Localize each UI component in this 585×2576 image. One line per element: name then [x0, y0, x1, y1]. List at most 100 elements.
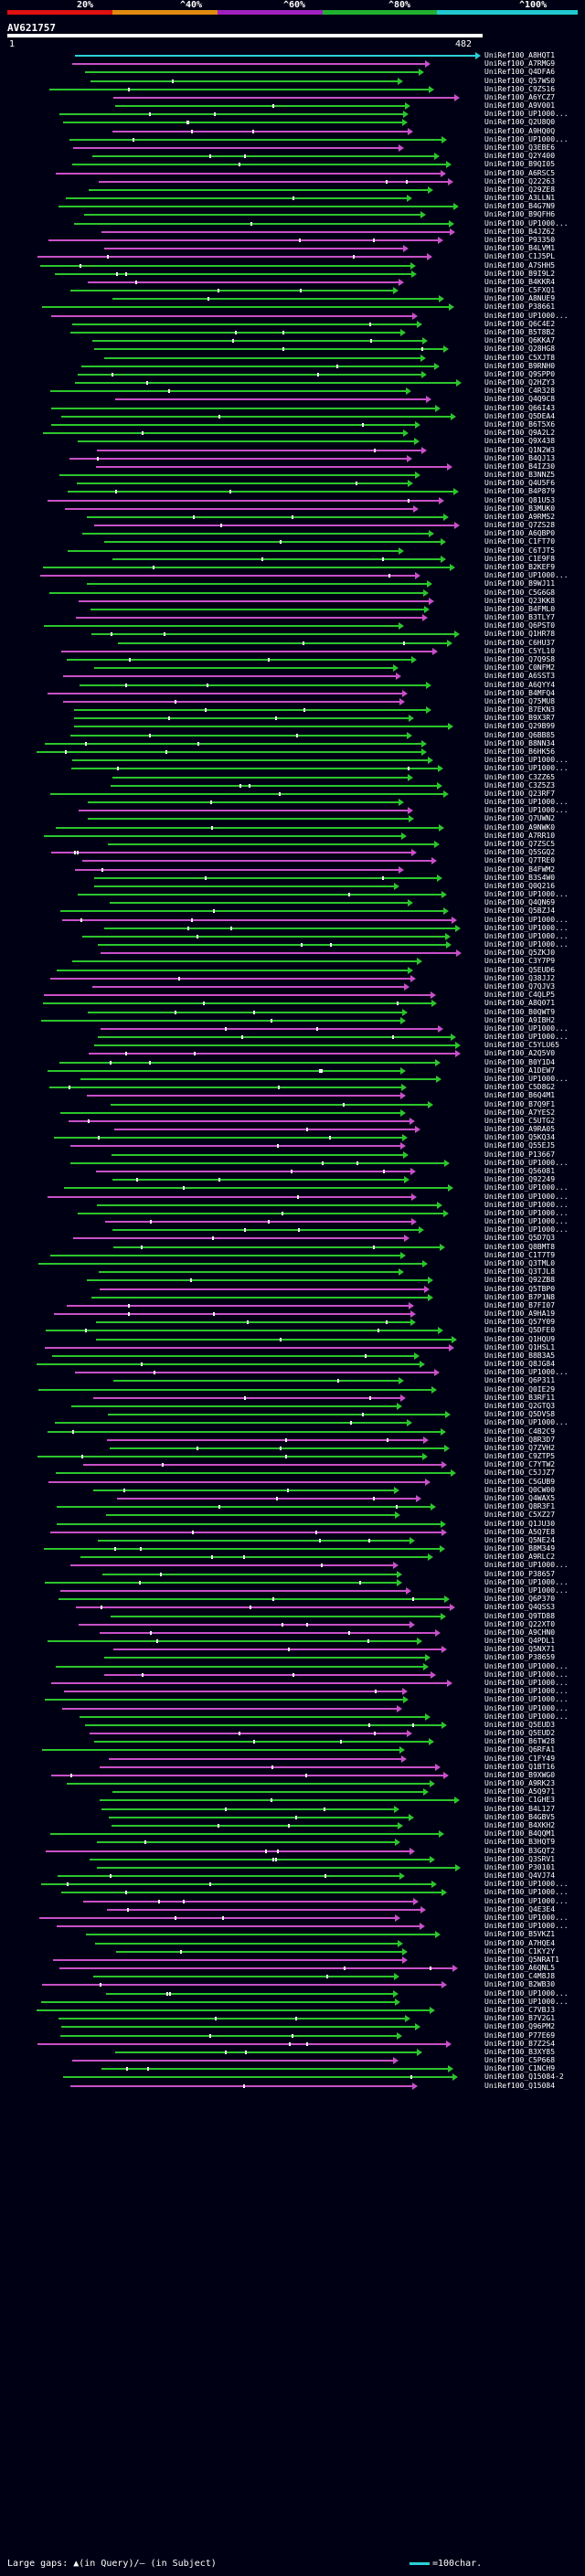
- hit-name[interactable]: UniRef100_UP1000...: [484, 1023, 569, 1033]
- hit-name[interactable]: UniRef100_UP1000...: [484, 311, 569, 320]
- hit-name[interactable]: UniRef100_Q6PST0: [484, 621, 556, 631]
- hit-name[interactable]: UniRef100_Q5TBP0: [484, 1284, 556, 1293]
- hit-row[interactable]: UniRef100_UP1000...: [0, 1033, 585, 1042]
- hit-row[interactable]: UniRef100_UP1000...: [0, 916, 585, 924]
- hit-name[interactable]: UniRef100_UP1000...: [484, 1368, 569, 1377]
- hit-name[interactable]: UniRef100_C0NFM2: [484, 663, 556, 673]
- hit-name[interactable]: UniRef100_C1NCH9: [484, 2064, 556, 2073]
- hit-row[interactable]: UniRef100_Q4PDL1: [0, 1637, 585, 1645]
- hit-name[interactable]: UniRef100_C9ZS16: [484, 84, 556, 93]
- hit-name[interactable]: UniRef100_Q66I43: [484, 403, 556, 412]
- hit-row[interactable]: UniRef100_C7YTW2: [0, 1460, 585, 1469]
- hit-row[interactable]: UniRef100_Q2HZY3: [0, 378, 585, 387]
- hit-row[interactable]: UniRef100_UP1000...: [0, 1217, 585, 1225]
- hit-name[interactable]: UniRef100_Q1HQU9: [484, 1334, 556, 1343]
- hit-row[interactable]: UniRef100_Q1HSL1: [0, 1343, 585, 1352]
- hit-name[interactable]: UniRef100_C5UTG2: [484, 1116, 556, 1125]
- hit-row[interactable]: UniRef100_A6QBP0: [0, 529, 585, 538]
- hit-name[interactable]: UniRef100_UP1000...: [484, 1183, 569, 1193]
- hit-row[interactable]: UniRef100_Q9X438: [0, 437, 585, 446]
- hit-row[interactable]: UniRef100_Q75MU8: [0, 697, 585, 705]
- hit-row[interactable]: UniRef100_P30101: [0, 1863, 585, 1871]
- hit-row[interactable]: UniRef100_Q15084-2: [0, 2072, 585, 2082]
- hit-name[interactable]: UniRef100_UP1000...: [484, 134, 569, 143]
- hit-name[interactable]: UniRef100_UP1000...: [484, 1670, 569, 1679]
- hit-row[interactable]: UniRef100_C6HU37: [0, 639, 585, 647]
- hit-name[interactable]: UniRef100_Q5KQ34: [484, 1133, 556, 1142]
- hit-name[interactable]: UniRef100_Q4PDL1: [484, 1637, 556, 1645]
- hit-row[interactable]: UniRef100_Q3TJL8: [0, 1267, 585, 1277]
- hit-row[interactable]: UniRef100_B4QQM1: [0, 1829, 585, 1839]
- hit-row[interactable]: UniRef100_P38659: [0, 1653, 585, 1662]
- hit-row[interactable]: UniRef100_UP1000...: [0, 932, 585, 940]
- hit-name[interactable]: UniRef100_A6YCZ7: [484, 92, 556, 101]
- hit-row[interactable]: UniRef100_UP1000...: [0, 1989, 585, 1998]
- hit-row[interactable]: UniRef100_Q23RF7: [0, 790, 585, 798]
- hit-row[interactable]: UniRef100_C1GHE3: [0, 1796, 585, 1805]
- hit-row[interactable]: UniRef100_C0NFM2: [0, 663, 585, 673]
- hit-name[interactable]: UniRef100_Q5EUD3: [484, 1720, 556, 1729]
- hit-name[interactable]: UniRef100_A7SHH5: [484, 260, 556, 270]
- hit-row[interactable]: UniRef100_Q9A2L2: [0, 429, 585, 438]
- hit-row[interactable]: UniRef100_Q2U8Q0: [0, 118, 585, 127]
- hit-name[interactable]: UniRef100_P38661: [484, 302, 556, 312]
- hit-row[interactable]: UniRef100_UP1000...: [0, 1183, 585, 1193]
- hit-row[interactable]: UniRef100_A9RK23: [0, 1779, 585, 1788]
- hit-row[interactable]: UniRef100_B6TW28: [0, 1737, 585, 1746]
- hit-name[interactable]: UniRef100_Q5BZJ4: [484, 906, 556, 916]
- hit-name[interactable]: UniRef100_B7V2G1: [484, 2014, 556, 2023]
- hit-name[interactable]: UniRef100_Q2GTQ3: [484, 1402, 556, 1410]
- hit-name[interactable]: UniRef100_Q22263: [484, 176, 556, 186]
- hit-row[interactable]: UniRef100_C1FY49: [0, 1754, 585, 1763]
- hit-name[interactable]: UniRef100_C1E9F8: [484, 554, 556, 563]
- hit-name[interactable]: UniRef100_B4JZ62: [484, 227, 556, 236]
- hit-row[interactable]: UniRef100_UP1000...: [0, 940, 585, 949]
- hit-name[interactable]: UniRef100_Q5NE24: [484, 1535, 556, 1544]
- hit-row[interactable]: UniRef100_UP1000...: [0, 1687, 585, 1696]
- hit-row[interactable]: UniRef100_C3ZZ65: [0, 773, 585, 781]
- hit-name[interactable]: UniRef100_C1T7T9: [484, 1250, 556, 1259]
- hit-row[interactable]: UniRef100_Q5DFE0: [0, 1326, 585, 1335]
- hit-name[interactable]: UniRef100_Q15084-2: [484, 2072, 564, 2082]
- hit-name[interactable]: UniRef100_Q9A2L2: [484, 429, 556, 438]
- hit-name[interactable]: UniRef100_B6HK56: [484, 747, 556, 756]
- hit-row[interactable]: UniRef100_Q57WS0: [0, 77, 585, 85]
- hit-name[interactable]: UniRef100_Q6BB85: [484, 730, 556, 739]
- hit-name[interactable]: UniRef100_C9ZTP5: [484, 1452, 556, 1461]
- hit-row[interactable]: UniRef100_C4QLP5: [0, 991, 585, 1000]
- hit-name[interactable]: UniRef100_B5T8B2: [484, 327, 556, 336]
- hit-row[interactable]: UniRef100_B4JZ62: [0, 228, 585, 236]
- hit-row[interactable]: UniRef100_C5YLU65: [0, 1041, 585, 1050]
- hit-row[interactable]: UniRef100_UP1000...: [0, 312, 585, 320]
- hit-name[interactable]: UniRef100_Q1N2W3: [484, 445, 556, 454]
- hit-row[interactable]: UniRef100_A9HQ0Q: [0, 127, 585, 135]
- hit-name[interactable]: UniRef100_UP1000...: [484, 1997, 569, 2006]
- hit-row[interactable]: UniRef100_P93350: [0, 236, 585, 244]
- hit-name[interactable]: UniRef100_UP1000...: [484, 931, 569, 940]
- hit-name[interactable]: UniRef100_C5D8G2: [484, 1083, 556, 1092]
- hit-name[interactable]: UniRef100_Q7UWN2: [484, 814, 556, 823]
- hit-row[interactable]: UniRef100_Q5DVS8: [0, 1410, 585, 1419]
- hit-row[interactable]: UniRef100_A9RLC2: [0, 1553, 585, 1562]
- hit-row[interactable]: UniRef100_C6TJT5: [0, 546, 585, 555]
- hit-row[interactable]: UniRef100_UP1000...: [0, 1888, 585, 1897]
- hit-row[interactable]: UniRef100_B0Y1D4: [0, 1058, 585, 1066]
- hit-row[interactable]: UniRef100_B4XKH2: [0, 1821, 585, 1829]
- hit-row[interactable]: UniRef100_A5Q971: [0, 1787, 585, 1797]
- hit-name[interactable]: UniRef100_B8NN34: [484, 738, 556, 747]
- hit-row[interactable]: UniRef100_C5XZ27: [0, 1511, 585, 1520]
- hit-name[interactable]: UniRef100_UP1000...: [484, 1896, 569, 1905]
- hit-row[interactable]: UniRef100_B7Q9F1: [0, 1100, 585, 1108]
- hit-name[interactable]: UniRef100_UP1000...: [484, 1418, 569, 1427]
- hit-name[interactable]: UniRef100_A9CHN0: [484, 1627, 556, 1637]
- hit-name[interactable]: UniRef100_A6SST3: [484, 672, 556, 681]
- hit-name[interactable]: UniRef100_C3ZZ65: [484, 772, 556, 781]
- hit-name[interactable]: UniRef100_UP1000...: [484, 218, 569, 228]
- hit-row[interactable]: UniRef100_C1J5PL: [0, 252, 585, 261]
- hit-row[interactable]: UniRef100_UP1000...: [0, 135, 585, 143]
- hit-row[interactable]: UniRef100_Q2GTQ3: [0, 1402, 585, 1410]
- hit-row[interactable]: UniRef100_B8M349: [0, 1544, 585, 1553]
- hit-name[interactable]: UniRef100_Q6KKA7: [484, 336, 556, 345]
- hit-name[interactable]: UniRef100_Q4Q9C8: [484, 395, 556, 404]
- hit-row[interactable]: UniRef100_B3RF11: [0, 1394, 585, 1402]
